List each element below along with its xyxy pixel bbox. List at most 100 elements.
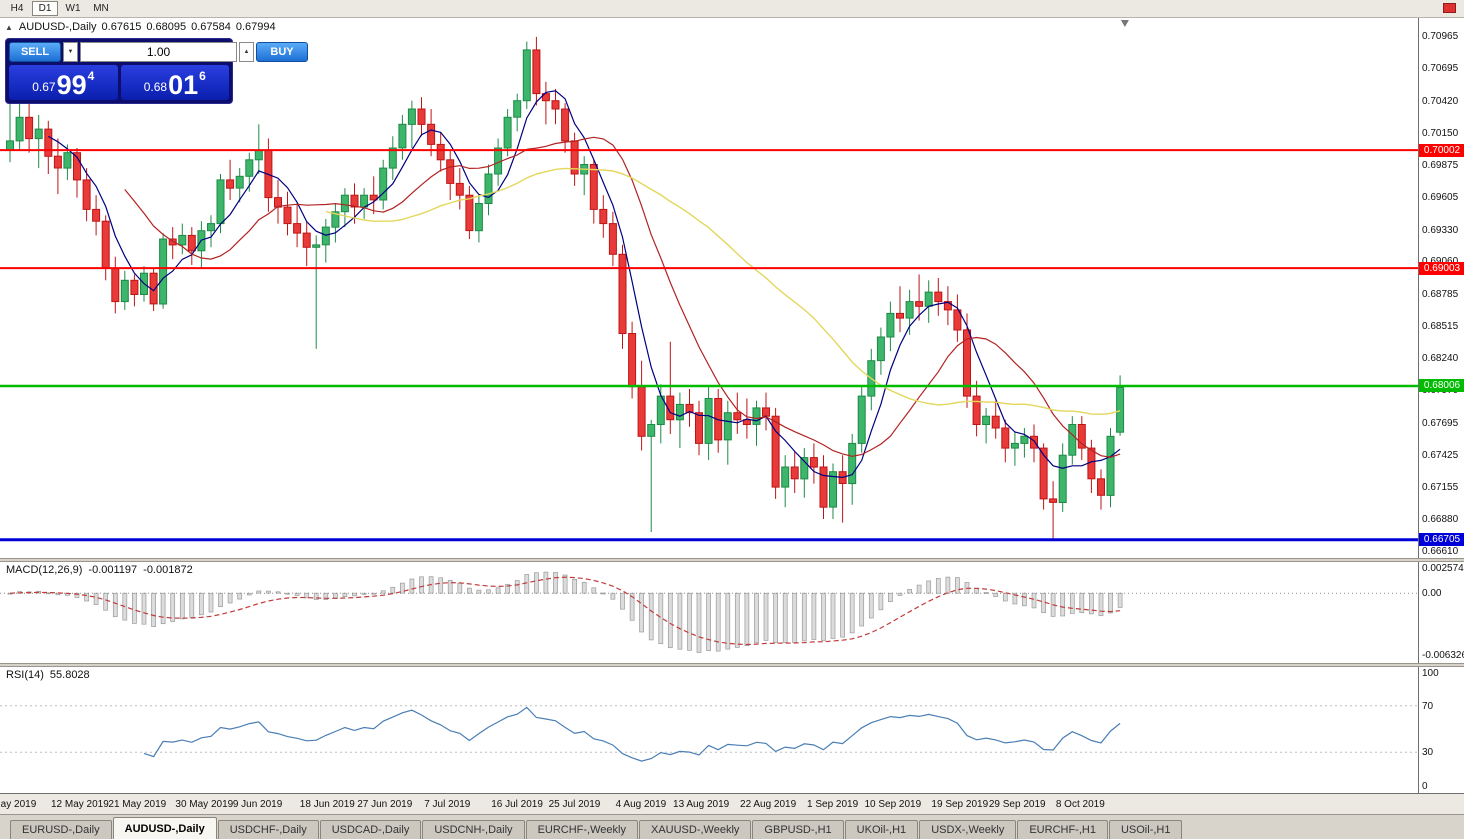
date-label: 25 Jul 2019 — [548, 799, 601, 810]
timeframe-button-w1[interactable]: W1 — [65, 3, 81, 14]
tab-gbpusd-h1[interactable]: GBPUSD-,H1 — [752, 820, 844, 839]
timeframe-button-d1[interactable]: D1 — [32, 1, 58, 16]
timeframe-toolbar: H4 D1 W1 MN — [0, 0, 1464, 18]
rsi-value: 55.8028 — [49, 669, 90, 681]
timeframe-button-mn[interactable]: MN — [93, 3, 109, 14]
sell-price-sup: 4 — [87, 69, 95, 83]
chart-symbol-label: AUDUSD-,Daily — [18, 21, 97, 33]
price-level-badge: 0.70002 — [1419, 143, 1464, 157]
date-label: 12 May 2019 — [50, 799, 109, 810]
tab-usoil-h1[interactable]: USOil-,H1 — [1108, 820, 1183, 839]
candles-layer — [6, 36, 1125, 541]
rsi-tick: 0 — [1422, 781, 1428, 792]
tab-usdcnh-daily[interactable]: USDCNH-,Daily — [422, 820, 525, 839]
date-label: 16 Jul 2019 — [491, 799, 543, 810]
rsi-axis[interactable]: 100 70 30 0 — [1418, 667, 1464, 793]
macd-chart-area[interactable]: MACD(12,26,9) -0.001197 -0.001872 — [0, 562, 1418, 663]
tab-audusd-daily[interactable]: AUDUSD-,Daily — [112, 817, 217, 839]
sell-price-small: 0.67 — [32, 80, 56, 94]
buy-price-display[interactable]: 0.68 01 6 — [120, 65, 229, 100]
tab-eurusd-daily[interactable]: EURUSD-,Daily — [10, 820, 112, 839]
price-tick: 0.67155 — [1422, 481, 1459, 493]
date-label: 1 Sep 2019 — [807, 799, 859, 810]
price-chart-area[interactable]: ▲ AUDUSD-,Daily 0.67615 0.68095 0.67584 … — [0, 18, 1418, 558]
price-level-badge: 0.69003 — [1419, 261, 1464, 275]
chart-tabbar: EURUSD-,Daily AUDUSD-,Daily USDCHF-,Daily U… — [0, 814, 1464, 839]
price-tick: 0.66880 — [1422, 514, 1459, 525]
tab-usdx-weekly[interactable]: USDX-,Weekly — [919, 820, 1017, 839]
price-level-badge: 0.66705 — [1419, 533, 1464, 547]
macd-value-signal: -0.001872 — [143, 564, 193, 576]
price-tick: 0.70420 — [1422, 95, 1459, 107]
ma-line-5 — [48, 90, 1121, 479]
tab-usdcad-daily[interactable]: USDCAD-,Daily — [319, 820, 422, 839]
rsi-chart-area[interactable]: RSI(14) 55.8028 — [0, 667, 1418, 793]
price-level-badge: 0.68006 — [1419, 379, 1464, 393]
one-click-trading-panel: SELL ▼ ▲ BUY 0.67 99 4 0.68 01 6 — [5, 38, 308, 104]
ma-line-13 — [124, 136, 1121, 458]
ohlc-low: 0.67584 — [191, 21, 231, 33]
one-click-toggle-icon[interactable]: ▲ — [5, 22, 13, 32]
chart-shift-marker[interactable] — [1120, 20, 1129, 27]
macd-axis[interactable]: 0.002574 0.00 -0.006326 — [1418, 562, 1464, 663]
sell-button[interactable]: SELL — [9, 42, 61, 62]
date-label: 2 May 2019 — [0, 799, 37, 810]
price-tick: 0.68785 — [1422, 288, 1459, 300]
price-tick: 0.69875 — [1422, 160, 1459, 172]
panel-splitter[interactable] — [0, 558, 1464, 562]
date-label: 21 May 2019 — [108, 799, 167, 810]
buy-price-sup: 6 — [199, 69, 206, 83]
macd-tick: -0.006326 — [1422, 650, 1464, 661]
tab-usdchf-daily[interactable]: USDCHF-,Daily — [217, 820, 319, 839]
rsi-tick: 70 — [1422, 700, 1434, 712]
date-label: 18 Jun 2019 — [299, 799, 355, 810]
price-tick: 0.68240 — [1422, 353, 1459, 365]
ohlc-close: 0.67994 — [235, 21, 276, 33]
rsi-label: RSI(14) — [6, 669, 44, 681]
price-tick: 0.69330 — [1422, 224, 1459, 236]
price-tick: 0.70695 — [1422, 63, 1459, 75]
tab-xauusd-weekly[interactable]: XAUUSD-,Weekly — [638, 820, 752, 839]
volume-decrease-icon[interactable]: ▼ — [63, 42, 78, 62]
buy-price-small: 0.68 — [143, 80, 168, 94]
volume-increase-icon[interactable]: ▲ — [239, 42, 254, 62]
date-label: 19 Sep 2019 — [931, 799, 989, 810]
timeframe-button-h4[interactable]: H4 — [10, 3, 24, 14]
volume-input[interactable] — [80, 42, 237, 62]
price-tick: 0.69605 — [1422, 192, 1459, 203]
sell-price-display[interactable]: 0.67 99 4 — [9, 65, 118, 100]
record-indicator-icon[interactable] — [1443, 3, 1456, 13]
price-tick: 0.67425 — [1422, 449, 1459, 461]
rsi-panel-row: RSI(14) 55.8028 100 70 30 0 — [0, 667, 1464, 793]
macd-histogram — [7, 571, 1123, 653]
macd-panel-row: MACD(12,26,9) -0.001197 -0.001872 0.0025… — [0, 562, 1464, 663]
tab-ukoil-h1[interactable]: UKOil-,H1 — [844, 820, 919, 839]
rsi-chart[interactable] — [0, 667, 1418, 793]
macd-value-main: -0.001197 — [88, 564, 138, 576]
tab-eurchf-h1[interactable]: EURCHF-,H1 — [1017, 820, 1108, 839]
date-label: 4 Aug 2019 — [615, 799, 667, 810]
date-label: 7 Jul 2019 — [424, 799, 471, 810]
macd-tick: 0.00 — [1422, 588, 1442, 600]
buy-button[interactable]: BUY — [256, 42, 308, 62]
price-tick: 0.66610 — [1422, 545, 1459, 557]
timeframe-buttons: H4 D1 W1 MN — [4, 1, 114, 16]
price-axis[interactable]: 0.70965 0.70695 0.70420 0.70150 0.69875 0.696… — [1418, 18, 1464, 558]
rsi-header: RSI(14) 55.8028 — [6, 669, 90, 681]
date-label: 22 Aug 2019 — [740, 799, 797, 810]
date-label: 30 May 2019 — [175, 799, 234, 810]
candlestick-chart[interactable] — [0, 18, 1418, 558]
tab-eurchf-weekly[interactable]: EURCHF-,Weekly — [525, 820, 638, 839]
price-tick: 0.68515 — [1422, 320, 1459, 332]
panel-splitter[interactable] — [0, 663, 1464, 667]
rsi-tick: 100 — [1422, 668, 1439, 679]
macd-header: MACD(12,26,9) -0.001197 -0.001872 — [6, 564, 193, 576]
rsi-tick: 30 — [1422, 747, 1434, 759]
price-tick: 0.70150 — [1422, 127, 1459, 139]
macd-label: MACD(12,26,9) — [6, 564, 83, 576]
macd-chart[interactable] — [0, 562, 1418, 663]
date-label: 8 Oct 2019 — [1055, 799, 1105, 810]
price-tick: 0.67695 — [1422, 417, 1459, 429]
